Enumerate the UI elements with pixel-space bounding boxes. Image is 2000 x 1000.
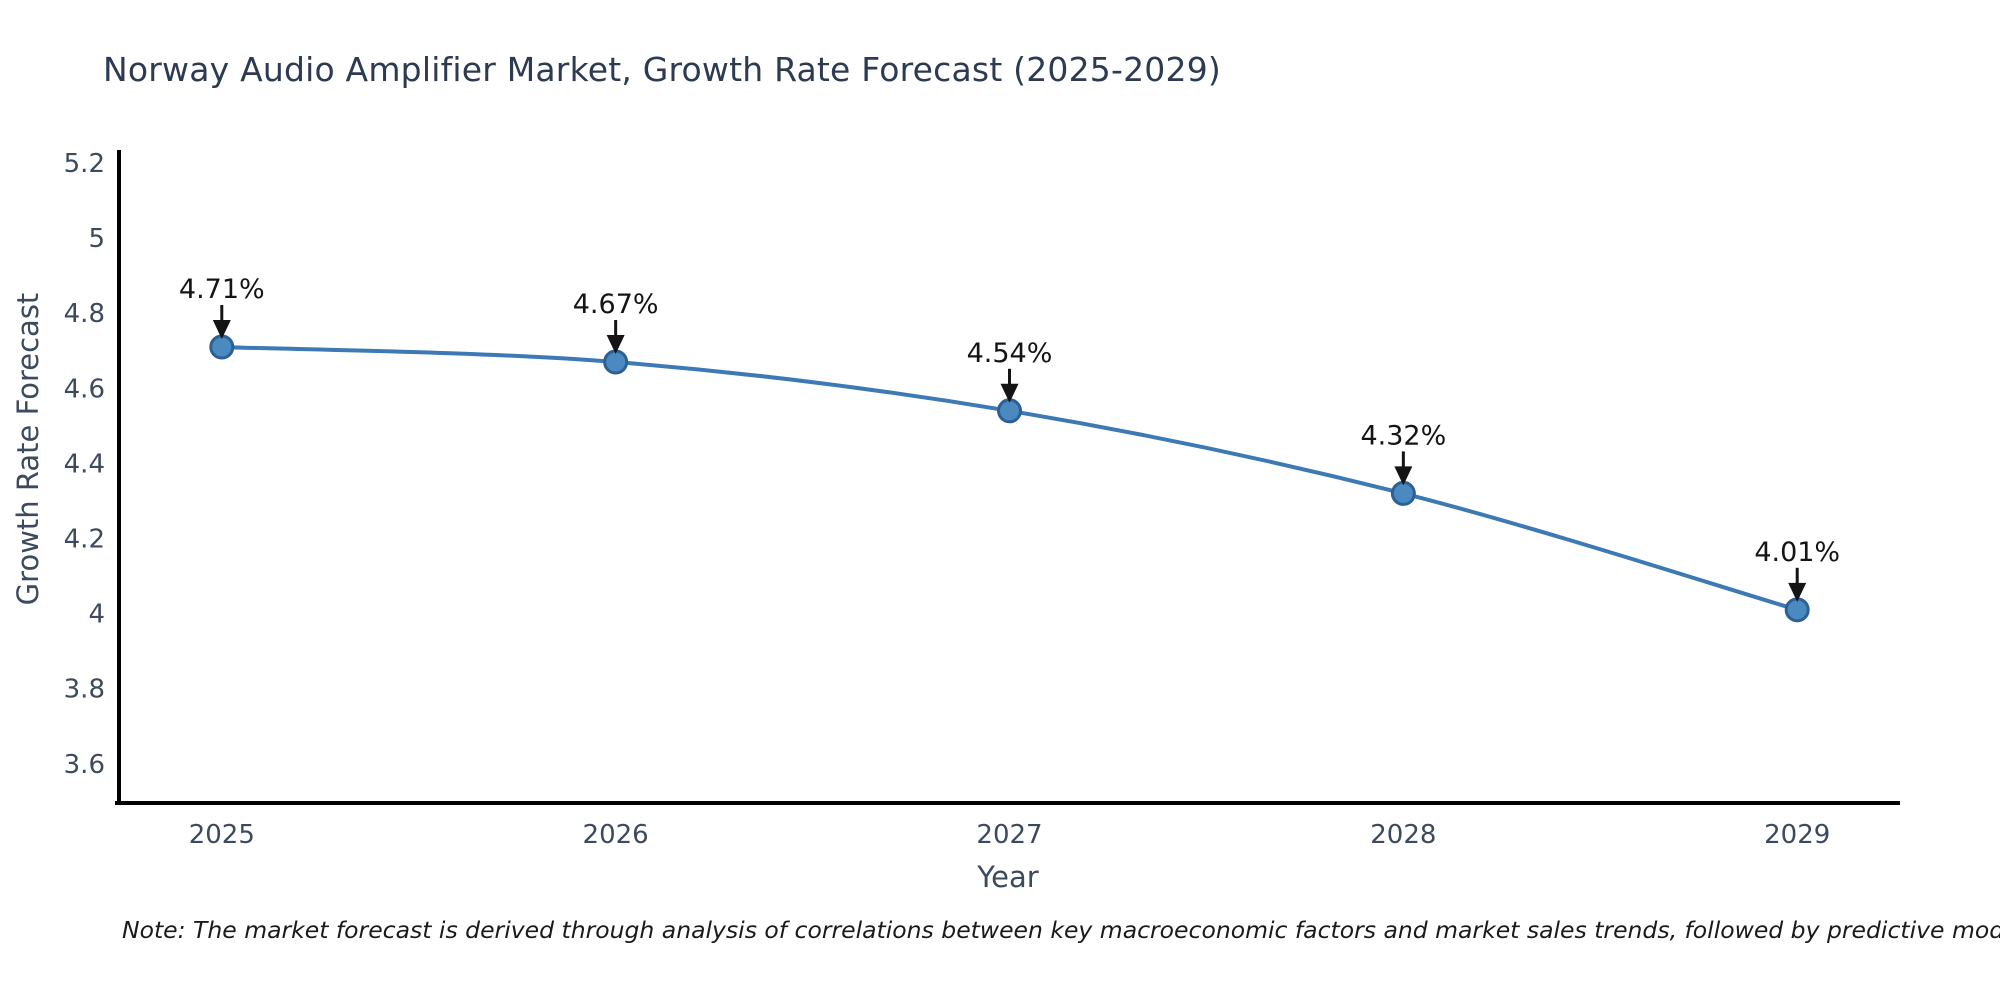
x-tick-label: 2029 bbox=[1764, 820, 1830, 850]
data-point-marker bbox=[997, 398, 1022, 424]
y-tick-label: 4.2 bbox=[64, 524, 105, 554]
annotation-arrowhead bbox=[1000, 383, 1019, 403]
y-tick-label: 4 bbox=[88, 600, 105, 630]
annotation-label: 4.54% bbox=[967, 338, 1053, 369]
y-axis-title: Growth Rate Forecast bbox=[11, 292, 45, 606]
y-tick-label: 4.8 bbox=[64, 299, 105, 329]
annotation-label: 4.01% bbox=[1754, 537, 1840, 568]
y-tick-label: 5.2 bbox=[64, 149, 105, 179]
data-point-marker bbox=[603, 349, 629, 375]
annotation-label: 4.71% bbox=[179, 274, 265, 305]
y-tick-label: 5 bbox=[88, 224, 105, 254]
y-tick-label: 4.4 bbox=[64, 449, 105, 479]
annotation-arrowhead bbox=[606, 334, 625, 354]
y-tick-label: 4.6 bbox=[64, 374, 105, 404]
annotation-label: 4.32% bbox=[1360, 420, 1446, 451]
data-point-marker bbox=[1390, 480, 1416, 506]
chart-note: Note: The market forecast is derived thr… bbox=[122, 916, 2000, 944]
x-tick-label: 2026 bbox=[583, 820, 649, 850]
chart-title: Norway Audio Amplifier Market, Growth Ra… bbox=[103, 50, 1221, 89]
annotation-arrowhead bbox=[212, 319, 231, 339]
y-tick-label: 3.6 bbox=[64, 750, 105, 780]
y-tick-label: 3.8 bbox=[64, 675, 105, 705]
data-point-marker bbox=[1784, 597, 1810, 623]
x-tick-label: 2028 bbox=[1370, 820, 1436, 850]
annotation-arrowhead bbox=[1788, 582, 1807, 602]
annotation-arrowhead bbox=[1394, 466, 1413, 486]
x-tick-label: 2025 bbox=[189, 820, 255, 850]
annotation-label: 4.67% bbox=[573, 289, 659, 320]
data-point-marker bbox=[209, 334, 235, 360]
x-axis-title: Year bbox=[977, 860, 1039, 894]
x-tick-label: 2027 bbox=[976, 820, 1042, 850]
